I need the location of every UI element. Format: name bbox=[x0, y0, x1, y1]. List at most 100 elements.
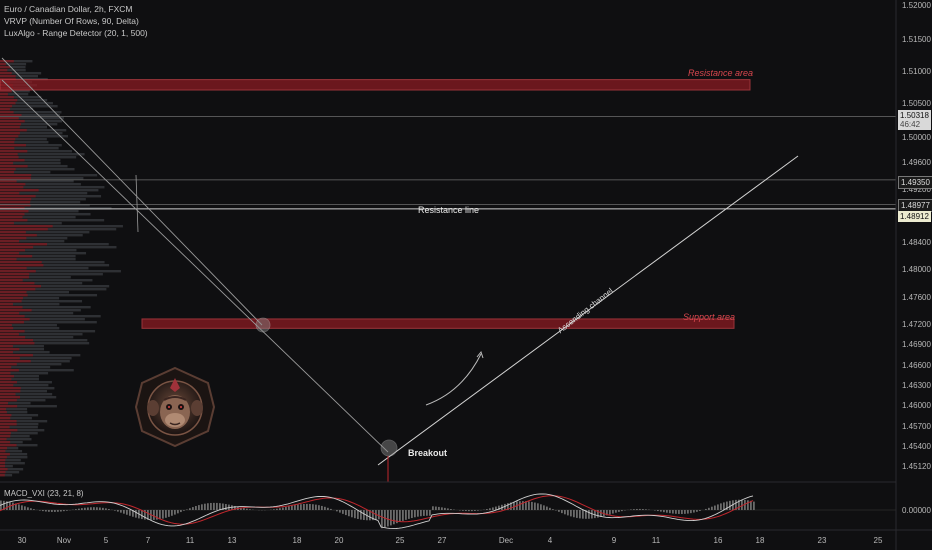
macd-histogram-bar bbox=[135, 510, 137, 518]
indicator-vrvp[interactable]: VRVP (Number Of Rows, 90, Delta) bbox=[4, 16, 139, 26]
volume-profile-bar bbox=[0, 309, 81, 312]
macd-histogram-bar bbox=[684, 510, 686, 514]
time-tick: 11 bbox=[651, 536, 661, 545]
volume-profile-bar bbox=[0, 303, 60, 306]
volume-profile-bar bbox=[0, 231, 90, 234]
macd-histogram-bar bbox=[609, 510, 611, 515]
macd-histogram-bar bbox=[183, 510, 185, 511]
macd-histogram-bar bbox=[198, 505, 200, 510]
volume-profile-bar bbox=[0, 306, 91, 309]
volume-profile-bar bbox=[0, 351, 50, 354]
volume-profile-bar-delta bbox=[0, 213, 25, 216]
volume-profile-bar-delta bbox=[0, 267, 27, 270]
symbol-title[interactable]: Euro / Canadian Dollar, 2h, FXCM bbox=[4, 4, 133, 14]
macd-histogram-bar bbox=[357, 510, 359, 519]
volume-profile-bar bbox=[0, 75, 39, 78]
ascending-channel-line bbox=[377, 155, 799, 466]
macd-histogram-bar bbox=[729, 500, 731, 510]
volume-profile-bar-delta bbox=[0, 126, 20, 129]
macd-histogram-bar bbox=[450, 508, 452, 510]
macd-histogram-bar bbox=[681, 510, 683, 514]
volume-profile-bar bbox=[0, 162, 61, 165]
volume-profile-bar-delta bbox=[0, 249, 26, 252]
volume-profile-bar bbox=[0, 315, 101, 318]
volume-profile-bar-delta bbox=[0, 411, 7, 414]
macd-histogram-bar bbox=[528, 501, 530, 510]
overlay bbox=[255, 317, 398, 482]
macd-histogram-bar bbox=[447, 508, 449, 510]
volume-profile-bar-delta bbox=[0, 288, 36, 291]
macd-title[interactable]: MACD_VXI (23, 21, 8) bbox=[4, 489, 84, 498]
volume-profile-bar-delta bbox=[0, 321, 24, 324]
macd-histogram-bar bbox=[645, 509, 647, 510]
volume-profile-bar-delta bbox=[0, 300, 22, 303]
price-tick: 1.45120 bbox=[902, 462, 931, 471]
volume-profile-bar bbox=[0, 201, 81, 204]
volume-profile-bar bbox=[0, 417, 32, 420]
volume-profile-bar-delta bbox=[0, 222, 14, 225]
volume-profile-bar-delta bbox=[0, 255, 33, 258]
macd-histogram-bar bbox=[330, 508, 332, 510]
monkey-logo bbox=[134, 366, 216, 448]
volume-profile-bar bbox=[0, 261, 105, 264]
macd-histogram-bar bbox=[672, 510, 674, 514]
macd-histogram-bar bbox=[387, 510, 389, 527]
time-tick: 25 bbox=[873, 536, 883, 545]
macd-histogram-bar bbox=[180, 510, 182, 513]
volume-profile-bar-delta bbox=[0, 279, 23, 282]
volume-profile-bar bbox=[0, 393, 53, 396]
macd-histogram-bar bbox=[297, 504, 299, 510]
last-price: 1.50318 bbox=[900, 111, 929, 120]
volume-profile-bar bbox=[0, 336, 74, 339]
macd-histogram-bar bbox=[525, 501, 527, 510]
volume-profile-bar-delta bbox=[0, 72, 12, 75]
macd-histogram-bar bbox=[201, 504, 203, 510]
volume-profile-bar-delta bbox=[0, 165, 28, 168]
volume-profile-bar bbox=[0, 108, 33, 111]
macd-histogram-bar bbox=[288, 506, 290, 510]
volume-profile-bar-delta bbox=[0, 327, 14, 330]
indicator-range-detector[interactable]: LuxAlgo - Range Detector (20, 1, 500) bbox=[4, 28, 148, 38]
macd-histogram-bar bbox=[174, 510, 176, 515]
macd-histogram-bar bbox=[42, 510, 44, 512]
volume-profile-bar-delta bbox=[0, 162, 14, 165]
macd-histogram-bar bbox=[243, 508, 245, 510]
macd-histogram-bar bbox=[561, 510, 563, 514]
macd-histogram-bar bbox=[222, 503, 224, 510]
volume-profile-bar-delta bbox=[0, 129, 27, 132]
macd-histogram-bar bbox=[486, 509, 488, 510]
macd-histogram-bar bbox=[693, 510, 695, 513]
macd-histogram-bar bbox=[378, 510, 380, 520]
volume-profile-bar-delta bbox=[0, 225, 53, 228]
volume-profile-bar bbox=[0, 294, 98, 297]
macd-zero-label: 0.00000 bbox=[902, 506, 931, 515]
volume-profile-bar bbox=[0, 192, 88, 195]
volume-profile-bar-delta bbox=[0, 147, 15, 150]
zones bbox=[0, 79, 751, 329]
volume-profile-bar bbox=[0, 174, 98, 177]
volume-profile-bar-delta bbox=[0, 108, 10, 111]
volume-profile-bar-delta bbox=[0, 330, 25, 333]
volume-profile-bar bbox=[0, 414, 39, 417]
volume-profile-bar bbox=[0, 276, 71, 279]
macd-histogram-bar bbox=[225, 504, 227, 510]
volume-profile-bar bbox=[0, 297, 60, 300]
volume-profile-bar bbox=[0, 237, 68, 240]
volume-profile-bar bbox=[0, 111, 62, 114]
volume-profile-bar-delta bbox=[0, 102, 16, 105]
volume-profile-bar bbox=[0, 156, 77, 159]
volume-profile-bar bbox=[0, 219, 105, 222]
volume-profile-bar-delta bbox=[0, 336, 26, 339]
touch-point-marker bbox=[255, 317, 271, 333]
volume-profile-bar bbox=[0, 372, 49, 375]
macd-histogram-bar bbox=[564, 510, 566, 515]
volume-profile-bar-delta bbox=[0, 441, 11, 444]
macd-histogram-bar bbox=[600, 510, 602, 517]
volume-profile-bar bbox=[0, 342, 90, 345]
volume-profile-bar-delta bbox=[0, 381, 17, 384]
volume-profile-bar-delta bbox=[0, 132, 20, 135]
macd-histogram-bar bbox=[573, 510, 575, 518]
volume-profile-bar bbox=[0, 195, 102, 198]
